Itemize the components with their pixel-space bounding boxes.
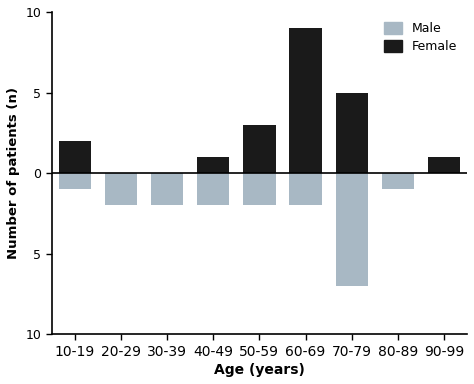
Bar: [197, 157, 229, 173]
Bar: [105, 173, 137, 205]
Bar: [290, 28, 322, 173]
Bar: [197, 173, 229, 205]
Bar: [243, 125, 275, 173]
Bar: [428, 157, 460, 173]
Bar: [336, 93, 368, 173]
Bar: [336, 173, 368, 286]
Bar: [151, 173, 183, 205]
Bar: [382, 173, 414, 189]
Bar: [290, 173, 322, 205]
Bar: [59, 173, 91, 189]
Bar: [243, 173, 275, 205]
Bar: [59, 141, 91, 173]
Y-axis label: Number of patients (n): Number of patients (n): [7, 87, 20, 259]
Legend: Male, Female: Male, Female: [381, 18, 461, 57]
X-axis label: Age (years): Age (years): [214, 363, 305, 377]
